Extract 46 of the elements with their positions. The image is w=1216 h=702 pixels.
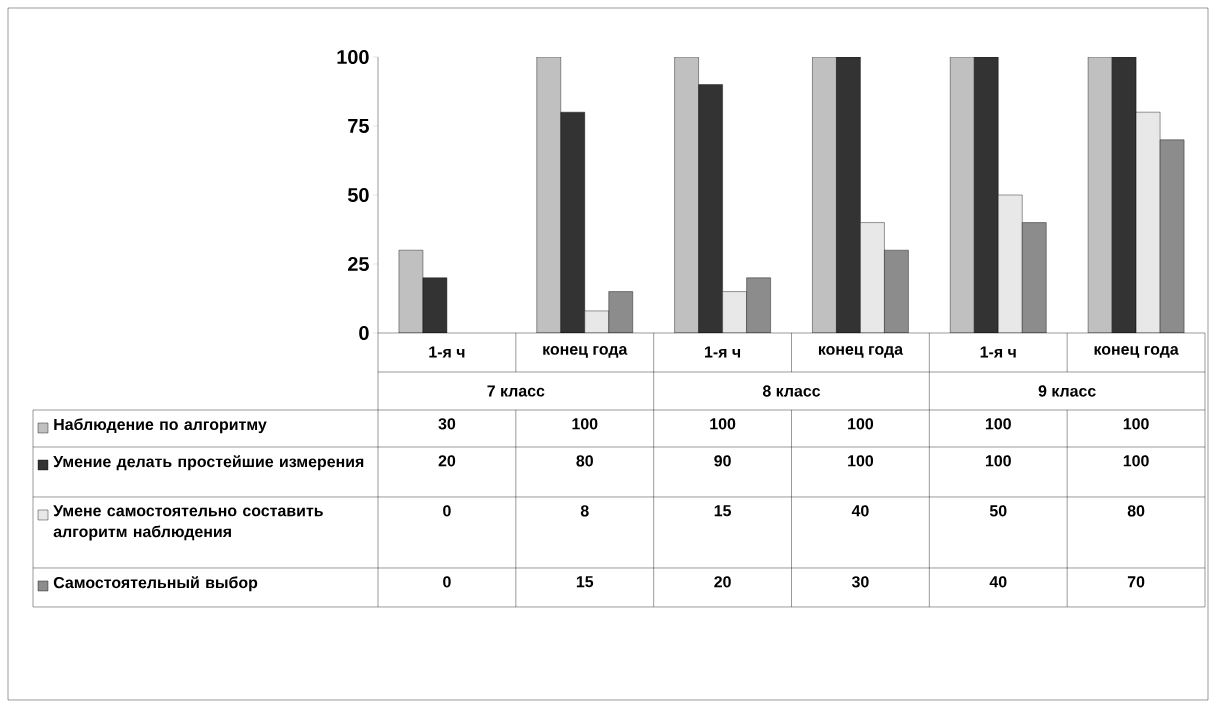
- data-label: 15: [714, 505, 732, 517]
- data-label: 100: [985, 455, 1011, 467]
- data-label: 20: [714, 576, 731, 588]
- data-label: 0: [443, 576, 451, 588]
- bar: [722, 291, 747, 333]
- data-label: 40: [851, 505, 869, 517]
- y-tick-label: 100: [337, 49, 369, 65]
- y-tick-label: 75: [348, 119, 369, 133]
- legend-label: Самостоятельный выбор: [53, 576, 258, 592]
- x-tick-label: 1-я ч: [980, 346, 1016, 358]
- y-tick-label: 25: [348, 256, 369, 272]
- data-label: 20: [438, 455, 456, 467]
- x-tick-label: конец года: [818, 346, 904, 358]
- data-label: 0: [443, 505, 451, 517]
- data-label: 100: [848, 418, 874, 430]
- x-tick-label: конец года: [543, 346, 628, 358]
- data-label: 30: [438, 418, 456, 430]
- y-tick-label: 0: [359, 325, 369, 341]
- x-tick-label: 1-я ч: [705, 346, 741, 358]
- legend-label: Умене самостоятельно составить алгоритм наблюдения: [53, 505, 323, 541]
- data-label: 100: [985, 418, 1011, 430]
- data-label: 100: [572, 418, 598, 430]
- data-label: 15: [576, 576, 594, 588]
- data-label: 100: [1123, 455, 1149, 467]
- x-tick-label: конец года: [1094, 346, 1179, 358]
- data-label: 100: [848, 455, 874, 467]
- data-label: 80: [1127, 505, 1145, 517]
- x-tick-label: 1-я ч: [429, 346, 465, 358]
- data-label: 100: [1123, 418, 1149, 430]
- data-label: 90: [714, 455, 731, 467]
- data-label: 40: [989, 576, 1007, 588]
- data-label: 50: [989, 505, 1007, 517]
- data-label: 100: [710, 418, 736, 430]
- data-label: 80: [576, 455, 593, 467]
- text: 8 класс: [762, 385, 821, 397]
- bar: [860, 222, 885, 333]
- text: 9 класс: [1038, 385, 1096, 397]
- bar: [1135, 111, 1161, 333]
- data-label: 30: [851, 576, 869, 588]
- data-label: 8: [580, 505, 589, 517]
- y-tick-label: 50: [347, 187, 369, 203]
- data-label: 70: [1127, 576, 1145, 588]
- legend-label: Умение делать простейшие измерения: [53, 455, 364, 471]
- legend-label: Наблюдение по алгоритму: [54, 418, 267, 434]
- text: 7 класс: [487, 385, 545, 397]
- bar: [998, 194, 1023, 333]
